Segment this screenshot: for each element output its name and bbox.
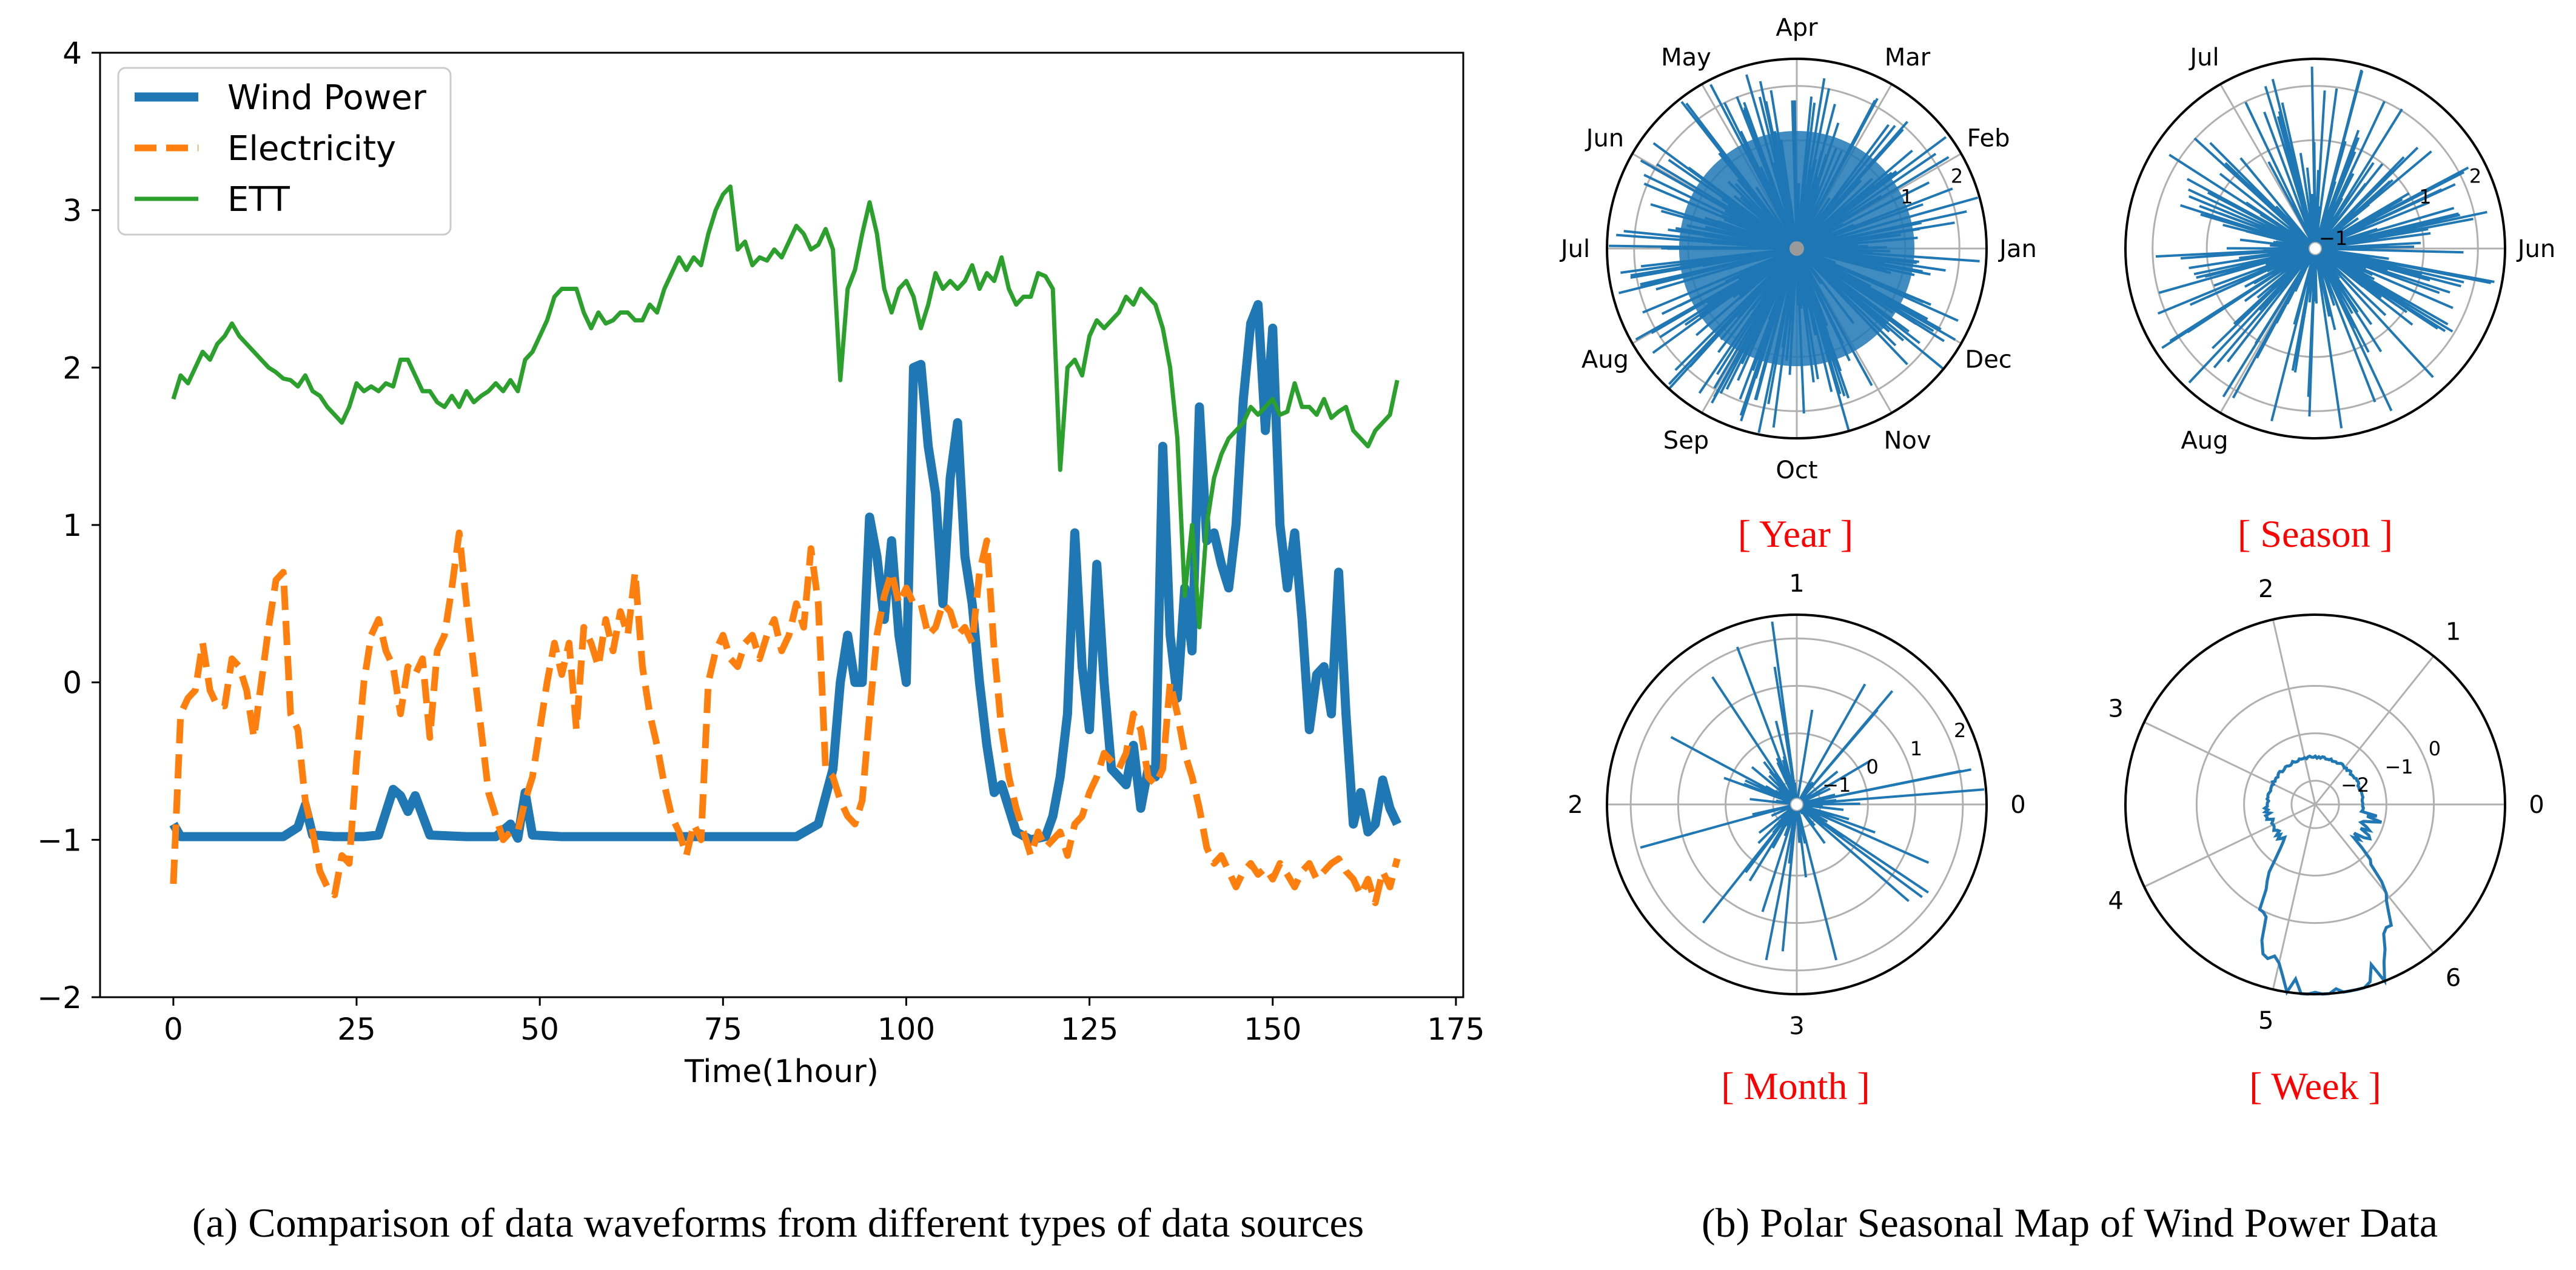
polar-r-tick-label: 2	[1954, 719, 1966, 742]
polar-angle-label: Jul	[2188, 44, 2219, 72]
panel-label-week: [ Week ]	[2249, 1064, 2381, 1108]
polar-grid-circle	[1629, 637, 1964, 972]
polar-spoke	[2314, 804, 2435, 954]
polar-outer-circle	[2124, 58, 2506, 439]
polar-grid-circle	[1677, 684, 1917, 924]
series-line-electricity	[170, 529, 1401, 906]
polar-r-tick-label: 1	[1900, 185, 1913, 209]
y-tick-label: 0	[62, 666, 82, 701]
series-line-ett	[171, 184, 1400, 630]
panel-label-month: [ Month ]	[1721, 1064, 1870, 1108]
polar-angle-label: Dec	[1965, 346, 2011, 374]
polar-grid-circle	[2195, 684, 2435, 924]
polar-angle-label: Aug	[2181, 427, 2228, 455]
polar-angle-label: May	[1661, 44, 1711, 72]
polar-r-tick-label: −1	[2319, 227, 2347, 250]
polar-center-dot	[1790, 798, 1803, 811]
x-tick-label: 25	[337, 1012, 376, 1047]
polar-spoke	[2314, 655, 2435, 805]
polar-grid-circle	[2152, 85, 2479, 412]
x-axis-label: Time(1hour)	[684, 1054, 879, 1090]
polar-spoke	[2144, 803, 2316, 888]
y-tick-label: 2	[62, 350, 82, 386]
polar-center-dot	[2309, 242, 2322, 255]
polar-series-spikes	[2155, 66, 2495, 429]
polar-week-chart: −2 −1 0 0 1 2 3 4 5 6	[2108, 575, 2544, 1035]
polar-angle-label: Nov	[1883, 427, 1931, 455]
polar-angle-label: Jan	[1997, 235, 2037, 263]
polar-center-dot	[1789, 241, 1804, 256]
polar-r-tick-label: 0	[2429, 737, 2441, 760]
polar-series-line	[2258, 754, 2393, 996]
polar-angle-label: Mar	[1885, 44, 1931, 72]
x-tick-label: 125	[1061, 1012, 1118, 1047]
polar-angle-label: Feb	[1967, 125, 2010, 153]
panel-label-year: [ Year ]	[1738, 512, 1853, 555]
polar-r-tick-label: 2	[1951, 164, 1963, 187]
polar-outer-circle	[1606, 613, 1988, 995]
x-tick-label: 100	[877, 1012, 935, 1047]
caption-left: (a) Comparison of data waveforms from di…	[192, 1200, 1364, 1246]
polar-angle-label: 3	[1789, 1012, 1804, 1040]
polar-r-tick-label: −1	[2384, 755, 2413, 778]
polar-r-tick-label: −2	[2341, 774, 2369, 797]
polar-angle-label: 0	[2010, 791, 2025, 819]
y-tick-label: 3	[62, 193, 82, 229]
polar-angle-label: 1	[1789, 570, 1804, 598]
polar-angle-label: 6	[2446, 964, 2461, 992]
polar-r-tick-label: 1	[2419, 185, 2431, 209]
y-tick-label: 1	[62, 508, 82, 543]
polar-spoke	[2272, 804, 2316, 990]
x-tick-label: 175	[1427, 1012, 1484, 1047]
polar-spoke	[2272, 619, 2316, 805]
polar-r-tick-label: −1	[1822, 774, 1851, 797]
x-tick-label: 150	[1244, 1012, 1301, 1047]
polar-angle-label: Jun	[1585, 125, 1625, 153]
polar-angle-label: Aug	[1581, 346, 1629, 374]
polar-angle-label: 2	[1568, 791, 1583, 819]
polar-grid-circle	[2243, 732, 2387, 877]
polar-angle-label: 1	[2446, 618, 2461, 646]
polar-angle-label: 3	[2108, 695, 2123, 723]
x-tick-label: 50	[520, 1012, 559, 1047]
polar-angle-label: 0	[2529, 791, 2544, 819]
legend: Wind Power Electricity ETT	[117, 67, 452, 236]
legend-label: Electricity	[227, 129, 396, 169]
legend-label: ETT	[227, 180, 290, 219]
panel-label-season: [ Season ]	[2238, 512, 2393, 555]
polar-year-chart: 1 2 Jan Feb Mar Apr May Jun Jul Aug Sep Oct Nov Dec	[1559, 14, 2037, 484]
polar-angle-label: 2	[2258, 575, 2273, 603]
polar-r-tick-label: 0	[1866, 755, 1878, 778]
polar-angle-label: Jul	[1559, 235, 1590, 263]
polar-r-tick-label: 2	[2469, 164, 2481, 187]
polar-month-chart: −1 0 1 2 0 1 2 3	[1568, 570, 2025, 1040]
polar-grid-circle	[2290, 780, 2340, 829]
polar-grid-circle	[1633, 85, 1961, 412]
y-tick-label: −2	[37, 980, 82, 1015]
legend-box	[117, 67, 452, 236]
polar-season-chart: −1 1 2 Jun Jul Aug	[2124, 44, 2556, 455]
polar-angle-label: Apr	[1776, 14, 1818, 42]
polar-angle-label: 5	[2258, 1007, 2273, 1035]
polar-r-tick-label: 1	[1910, 737, 1922, 760]
polar-outer-circle	[2124, 613, 2506, 995]
polar-angle-label: Sep	[1663, 427, 1709, 455]
polar-angle-label: 4	[2108, 887, 2123, 915]
x-tick-label: 0	[164, 1012, 183, 1047]
polar-angle-label: Oct	[1776, 456, 1817, 484]
polar-grid-circle	[1725, 732, 1869, 877]
x-tick-label: 75	[703, 1012, 742, 1047]
polar-grid-circle	[2205, 139, 2425, 358]
y-tick-label: −1	[37, 823, 82, 858]
legend-label: Wind Power	[227, 78, 427, 118]
polar-outer-circle	[1606, 58, 1988, 439]
line-chart: 0 25 50 75 100 125 150 175 −2 −1 0 1 2 3 4 Time(1hour) W…	[37, 36, 1484, 1090]
polar-spoke	[2144, 721, 2316, 806]
polar-angle-label: Jun	[2516, 235, 2556, 263]
caption-right: (b) Polar Seasonal Map of Wind Power Dat…	[1702, 1200, 2438, 1246]
y-tick-label: 4	[62, 36, 82, 71]
